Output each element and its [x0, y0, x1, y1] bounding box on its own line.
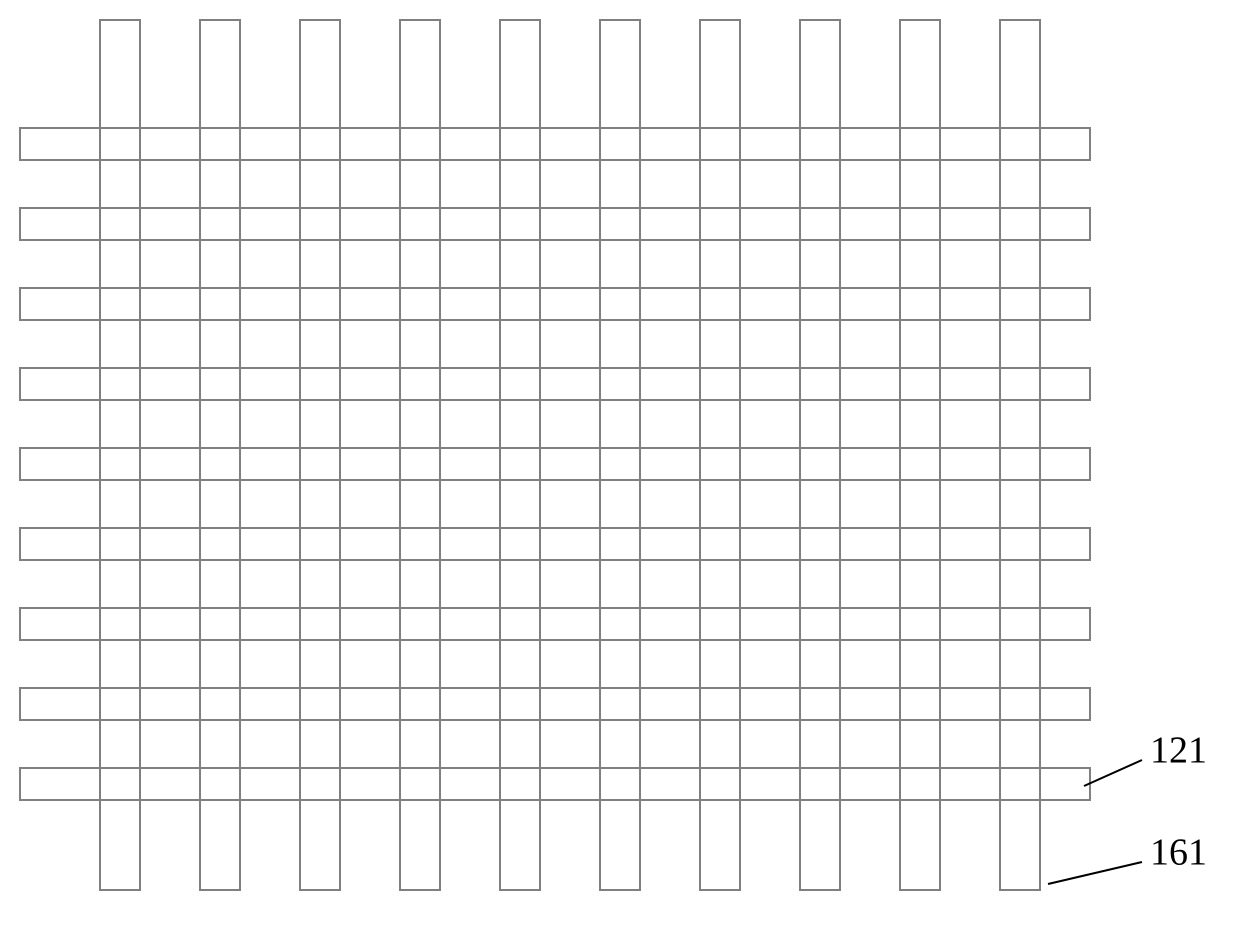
vertical-bar-2: [200, 20, 240, 890]
vertical-bar-6: [600, 20, 640, 890]
horizontal-bar-7: [20, 608, 1090, 640]
vertical-bar-5: [500, 20, 540, 890]
horizontal-bar-8: [20, 688, 1090, 720]
horizontal-bar-5: [20, 448, 1090, 480]
label-121: 121: [1150, 730, 1207, 772]
leader-161: [1048, 862, 1142, 884]
horizontal-bar-4: [20, 368, 1090, 400]
horizontal-bar-9: [20, 768, 1090, 800]
horizontal-bar-3: [20, 288, 1090, 320]
vertical-bar-10: [1000, 20, 1040, 890]
vertical-bar-9: [900, 20, 940, 890]
vertical-bar-1: [100, 20, 140, 890]
vertical-bar-8: [800, 20, 840, 890]
label-161: 161: [1150, 832, 1207, 874]
vertical-bar-3: [300, 20, 340, 890]
vertical-bar-4: [400, 20, 440, 890]
grid-diagram: 121 161: [0, 0, 1240, 927]
leader-121: [1084, 760, 1142, 786]
horizontal-bar-6: [20, 528, 1090, 560]
horizontal-bar-1: [20, 128, 1090, 160]
vertical-bar-7: [700, 20, 740, 890]
horizontal-bar-2: [20, 208, 1090, 240]
